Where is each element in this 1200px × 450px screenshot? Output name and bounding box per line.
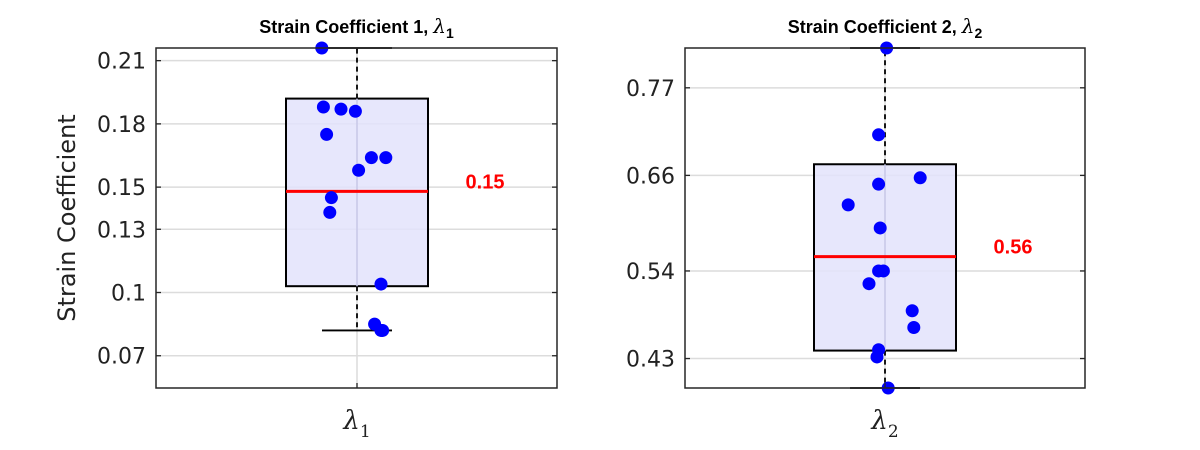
x-tick-label: λ2 — [870, 406, 898, 442]
chart-2: 0.43 0.54 0.66 0.77 λ2 Strain Coefficient 2, … — [626, 14, 1086, 442]
data-point — [876, 264, 890, 278]
data-point — [872, 177, 886, 191]
data-point — [913, 171, 927, 185]
y-tick-label: 0.1 — [111, 282, 146, 307]
data-point — [907, 320, 921, 334]
data-point — [841, 198, 855, 212]
data-point — [323, 205, 337, 219]
y-axis-label: Strain Coefficient — [53, 114, 81, 321]
chart-1: 0.07 0.1 0.13 0.15 0.18 0.21 λ1 Strain Coeffici… — [53, 14, 558, 442]
data-point — [334, 102, 348, 116]
data-point — [320, 127, 334, 141]
data-point — [348, 104, 362, 118]
median-label: 0.15 — [466, 171, 505, 193]
y-tick-label: 0.13 — [97, 218, 146, 243]
data-point — [352, 163, 366, 177]
data-point — [905, 304, 919, 318]
data-point — [376, 323, 390, 337]
data-point — [870, 350, 884, 364]
data-point — [324, 191, 338, 205]
data-point — [379, 151, 393, 165]
chart-title: Strain Coefficient 1, λ1 — [259, 14, 454, 41]
data-point — [862, 277, 876, 291]
y-tick-label: 0.66 — [626, 164, 675, 189]
x-tick-label: λ1 — [342, 406, 370, 442]
y-tick-label: 0.54 — [626, 260, 675, 285]
chart-title: Strain Coefficient 2, λ2 — [788, 14, 983, 41]
y-tick-label: 0.07 — [97, 345, 146, 370]
data-point — [316, 100, 330, 114]
y-tick-label: 0.21 — [97, 50, 146, 75]
y-tick-label: 0.77 — [626, 77, 675, 102]
y-tick-label: 0.18 — [97, 113, 146, 138]
data-point — [872, 128, 886, 142]
y-tick-label: 0.15 — [97, 176, 146, 201]
y-tick-label: 0.43 — [626, 348, 675, 373]
data-point — [364, 151, 378, 165]
data-point — [374, 277, 388, 291]
data-point — [873, 221, 887, 235]
median-label: 0.56 — [994, 237, 1033, 259]
